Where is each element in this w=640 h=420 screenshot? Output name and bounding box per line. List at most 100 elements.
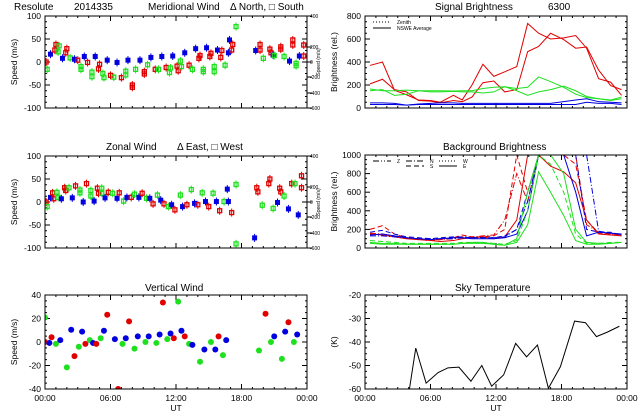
data-point bbox=[68, 326, 75, 333]
zonal-title: Zonal Wind bbox=[106, 142, 157, 153]
y-tick-label: 400 bbox=[347, 206, 361, 216]
y-tick-label: -30 bbox=[349, 314, 362, 324]
y-tick-label: -50 bbox=[29, 80, 42, 90]
data-point bbox=[255, 347, 262, 354]
data-point bbox=[158, 197, 164, 203]
x-tick-label: 00:00 bbox=[296, 393, 318, 403]
y-tick-label: -50 bbox=[29, 220, 42, 230]
data-point bbox=[79, 328, 86, 335]
data-point bbox=[131, 191, 138, 197]
data-point bbox=[131, 345, 138, 352]
data-point bbox=[104, 311, 111, 318]
data-point bbox=[233, 241, 239, 247]
data-point bbox=[75, 343, 82, 350]
x-tick-label: 12:00 bbox=[485, 393, 507, 403]
right-y-tick-label: -400 bbox=[310, 91, 320, 97]
y-tick-label: -60 bbox=[349, 384, 362, 394]
data-point bbox=[78, 66, 84, 73]
legend-label: Zenith bbox=[397, 20, 411, 26]
data-point bbox=[296, 53, 302, 59]
y-axis-label: Speed (m/s) bbox=[9, 319, 19, 365]
data-point bbox=[289, 180, 295, 187]
data-point bbox=[189, 341, 196, 348]
data-point bbox=[57, 337, 64, 344]
y-tick-label: -100 bbox=[24, 103, 41, 113]
data-point bbox=[301, 53, 307, 59]
data-point bbox=[71, 353, 78, 360]
data-point bbox=[154, 192, 161, 198]
y-tick-label: 100 bbox=[27, 151, 41, 161]
data-point bbox=[64, 46, 70, 52]
right-y-tick-label: -600 bbox=[310, 246, 320, 252]
meridional-frame bbox=[44, 15, 308, 109]
data-point bbox=[257, 41, 263, 48]
data-point bbox=[156, 331, 163, 338]
data-point bbox=[197, 358, 204, 365]
data-point bbox=[69, 195, 75, 201]
data-point bbox=[139, 190, 145, 196]
data-point bbox=[134, 333, 141, 340]
data-point bbox=[285, 319, 292, 326]
data-point bbox=[93, 340, 100, 347]
data-point bbox=[202, 199, 208, 205]
data-point bbox=[91, 198, 97, 204]
data-point bbox=[180, 204, 186, 210]
data-point bbox=[218, 54, 224, 61]
meridional-title: Meridional Wind bbox=[148, 2, 220, 13]
data-point bbox=[132, 66, 139, 73]
data-point bbox=[201, 346, 208, 353]
data-point bbox=[172, 207, 178, 213]
data-point bbox=[184, 202, 190, 208]
data-point bbox=[260, 55, 266, 61]
data-point bbox=[92, 53, 98, 59]
data-point bbox=[120, 198, 127, 204]
zonal-panel: 100 50 0 -50 -100 Speed (m/s) 400 200 0 -200 -400 -… bbox=[9, 151, 322, 253]
data-point bbox=[223, 337, 230, 344]
data-point bbox=[58, 196, 64, 202]
y-tick-label: 1000 bbox=[342, 150, 361, 160]
x-axis-label: UT bbox=[490, 403, 501, 413]
data-point bbox=[219, 47, 225, 54]
data-point bbox=[212, 346, 219, 353]
signal-title: Signal Brightness bbox=[435, 2, 513, 13]
y-tick-label: 600 bbox=[347, 34, 361, 44]
data-point bbox=[159, 53, 165, 59]
y-axis-label: Speed (m/s) bbox=[9, 179, 19, 225]
y-axis-label: (K) bbox=[329, 336, 339, 348]
right-y-tick-label: -200 bbox=[310, 215, 320, 221]
data-point bbox=[71, 56, 77, 62]
y-tick-label: 200 bbox=[347, 224, 361, 234]
data-point bbox=[193, 46, 199, 52]
data-point bbox=[295, 212, 301, 218]
data-point bbox=[233, 181, 239, 188]
data-point bbox=[45, 59, 49, 65]
y-tick-label: 50 bbox=[32, 34, 42, 44]
data-point bbox=[59, 55, 65, 61]
data-point bbox=[89, 74, 95, 80]
y-tick-label: -20 bbox=[29, 361, 42, 371]
data-point bbox=[199, 190, 205, 196]
data-point bbox=[125, 57, 131, 63]
data-point bbox=[63, 187, 69, 194]
signal-panel: 800 600 400 200 0 Brightness (rel.) ZenithNSWE… bbox=[329, 11, 628, 113]
background-title: Background Brightness bbox=[443, 142, 546, 153]
data-point bbox=[225, 199, 231, 205]
data-point bbox=[230, 41, 236, 48]
y-axis-label: Brightness (rel.) bbox=[329, 32, 339, 92]
series-line bbox=[370, 155, 622, 240]
data-point bbox=[169, 202, 175, 208]
y-tick-label: 100 bbox=[27, 11, 41, 21]
data-point bbox=[115, 386, 122, 389]
series-line bbox=[408, 320, 620, 389]
data-point bbox=[82, 340, 89, 347]
data-point bbox=[84, 59, 91, 66]
data-point bbox=[213, 199, 219, 205]
data-point bbox=[282, 328, 289, 335]
y-tick-label: -50 bbox=[349, 361, 362, 371]
y-tick-label: 800 bbox=[347, 11, 361, 21]
data-point bbox=[189, 66, 196, 73]
data-point bbox=[175, 68, 181, 74]
meridional-data bbox=[45, 22, 307, 92]
data-point bbox=[48, 334, 55, 341]
data-point bbox=[114, 59, 120, 65]
